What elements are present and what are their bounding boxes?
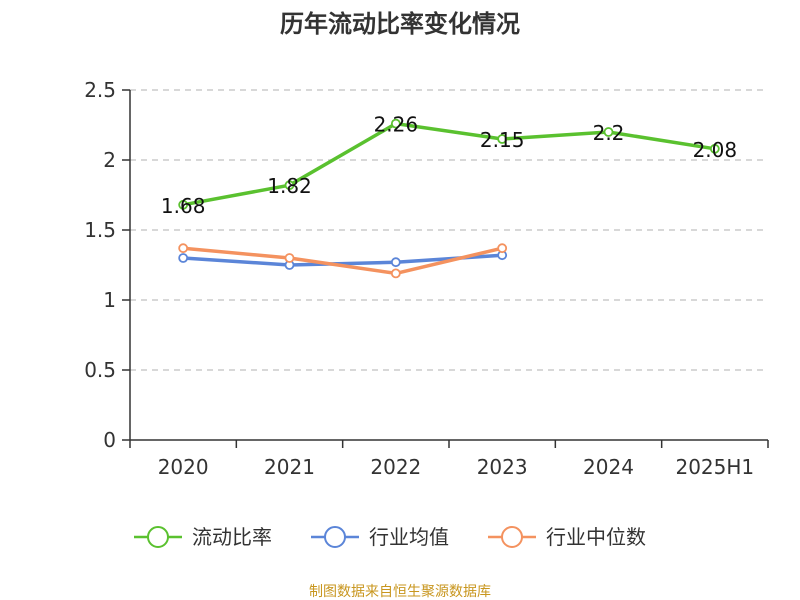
y-tick-label: 2 (103, 148, 116, 172)
legend-swatch-marker (147, 526, 169, 548)
x-tick-label: 2021 (264, 455, 315, 479)
x-tick-label: 2024 (583, 455, 634, 479)
legend-swatch-marker (501, 526, 523, 548)
legend[interactable]: 流动比率 行业均值 行业中位数 (134, 525, 646, 549)
data-point[interactable] (497, 134, 508, 144)
data-point[interactable] (178, 243, 189, 254)
y-tick-label: 1.5 (84, 218, 116, 242)
data-point[interactable] (284, 180, 295, 191)
data-label: 1.68 (161, 194, 206, 218)
data-point[interactable] (603, 127, 614, 137)
x-tick-label: 2020 (158, 455, 209, 479)
legend-label: 行业中位数 (546, 525, 646, 549)
data-label: 2.15 (480, 128, 525, 152)
data-point[interactable] (390, 257, 401, 268)
data-label: 1.82 (267, 174, 312, 198)
data-point[interactable] (390, 268, 401, 279)
series-line-0 (182, 121, 716, 207)
x-tick-label: 2022 (370, 455, 421, 479)
chart-title: 历年流动比率变化情况 (280, 10, 520, 38)
series-line-1 (183, 253, 503, 267)
source-note: 制图数据来自恒生聚源数据库 (309, 584, 491, 600)
series-line-2 (183, 246, 503, 276)
data-point[interactable] (709, 143, 720, 154)
data-point[interactable] (284, 253, 295, 263)
y-tick-label: 2.5 (84, 78, 116, 102)
legend-label: 流动比率 (192, 525, 272, 549)
data-point[interactable] (178, 253, 189, 263)
legend-item-1[interactable]: 行业均值 (311, 525, 449, 549)
legend-item-2[interactable]: 行业中位数 (488, 525, 646, 549)
legend-item-0[interactable]: 流动比率 (134, 525, 272, 549)
legend-swatch-marker (324, 526, 346, 548)
data-label: 2.2 (593, 121, 625, 145)
data-point[interactable] (390, 118, 401, 129)
y-tick-label: 1 (103, 288, 116, 312)
data-point[interactable] (178, 199, 189, 210)
legend-label: 行业均值 (369, 525, 449, 549)
data-point[interactable] (497, 243, 508, 254)
axes: 0 0.5 1 1.5 2 2.5 2020 2021 2022 2023 2024 2025H1 (84, 78, 769, 479)
y-tick-label: 0.5 (84, 358, 116, 382)
y-tick-label: 0 (103, 428, 116, 452)
data-label: 2.08 (693, 138, 738, 162)
x-tick-label: 2023 (477, 455, 528, 479)
data-label: 2.26 (374, 113, 419, 137)
x-tick-label: 2025H1 (675, 455, 754, 479)
series-layer: 1.68 1.82 2.26 2.15 2.2 2.08 (161, 113, 738, 279)
grid-lines (130, 89, 768, 371)
